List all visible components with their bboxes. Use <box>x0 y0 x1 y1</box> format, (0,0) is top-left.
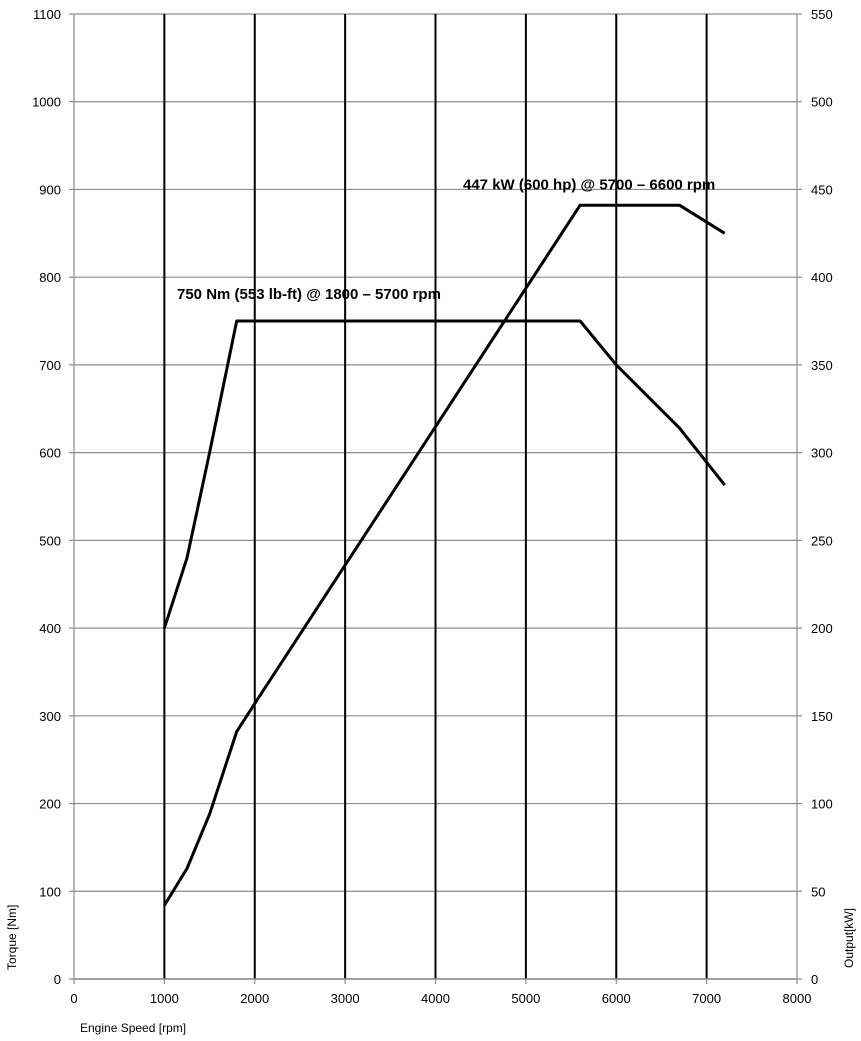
right-tick-label-100: 100 <box>811 797 833 812</box>
left-tick-label-800: 800 <box>39 270 61 285</box>
right-tick-label-400: 400 <box>811 270 833 285</box>
left-tick-label-200: 200 <box>39 797 61 812</box>
left-tick-label-400: 400 <box>39 621 61 636</box>
torque-curve-line <box>162 319 726 629</box>
left-tick-label-300: 300 <box>39 709 61 724</box>
series-lines <box>162 203 726 907</box>
left-tick-label-0: 0 <box>54 972 61 987</box>
x-tick-label-7000: 7000 <box>692 991 721 1006</box>
x-tick-labels: 0 1000 2000 3000 4000 5000 6000 7000 8000 <box>70 991 811 1006</box>
left-tick-label-1000: 1000 <box>32 95 61 110</box>
annotations: 750 Nm (553 lb-ft) @ 1800 – 5700 rpm 447 … <box>177 176 715 303</box>
axes-frame <box>69 13 802 984</box>
x-axis-title: Engine Speed [rpm] <box>80 1021 186 1035</box>
power-peak-annotation: 447 kW (600 hp) @ 5700 – 6600 rpm <box>463 176 715 193</box>
x-tick-label-6000: 6000 <box>602 991 631 1006</box>
right-tick-label-550: 550 <box>811 7 833 22</box>
torque-peak-annotation: 750 Nm (553 lb-ft) @ 1800 – 5700 rpm <box>177 286 441 303</box>
right-tick-label-350: 350 <box>811 358 833 373</box>
x-tick-label-5000: 5000 <box>511 991 540 1006</box>
left-tick-label-600: 600 <box>39 446 61 461</box>
left-tick-label-500: 500 <box>39 533 61 548</box>
right-tick-label-150: 150 <box>811 709 833 724</box>
output-curve-line <box>163 203 726 907</box>
left-y-tick-labels: 0 100 200 300 400 500 600 700 800 900 1000 1100 <box>32 7 61 987</box>
right-tick-label-0: 0 <box>811 972 818 987</box>
left-tick-label-1100: 1100 <box>33 7 61 22</box>
x-tick-label-8000: 8000 <box>783 991 812 1006</box>
left-tick-label-900: 900 <box>39 182 61 197</box>
right-tick-label-450: 450 <box>811 182 833 197</box>
vertical-gridlines <box>163 14 708 979</box>
right-y-tick-labels: 0 50 100 150 200 250 300 350 400 450 500 550 <box>811 7 833 987</box>
x-tick-label-4000: 4000 <box>421 991 450 1006</box>
right-y-axis-title: Output[kW] <box>842 908 856 968</box>
right-tick-label-50: 50 <box>811 884 825 899</box>
x-tick-label-1000: 1000 <box>150 991 179 1006</box>
left-tick-label-100: 100 <box>39 884 61 899</box>
right-tick-label-250: 250 <box>811 533 833 548</box>
left-y-axis-title: Torque [Nm] <box>5 905 19 970</box>
right-tick-label-300: 300 <box>811 446 833 461</box>
x-tick-label-3000: 3000 <box>331 991 360 1006</box>
x-tick-label-0: 0 <box>70 991 77 1006</box>
right-tick-label-200: 200 <box>811 621 833 636</box>
right-tick-label-500: 500 <box>811 95 833 110</box>
left-tick-label-700: 700 <box>39 358 61 373</box>
x-tick-label-2000: 2000 <box>240 991 269 1006</box>
